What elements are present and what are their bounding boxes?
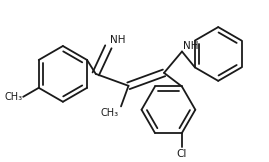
Text: NH: NH [183,40,199,51]
Text: CH₃: CH₃ [101,108,119,118]
Text: CH₃: CH₃ [4,92,22,102]
Text: NH: NH [110,35,126,45]
Text: Cl: Cl [177,149,187,159]
